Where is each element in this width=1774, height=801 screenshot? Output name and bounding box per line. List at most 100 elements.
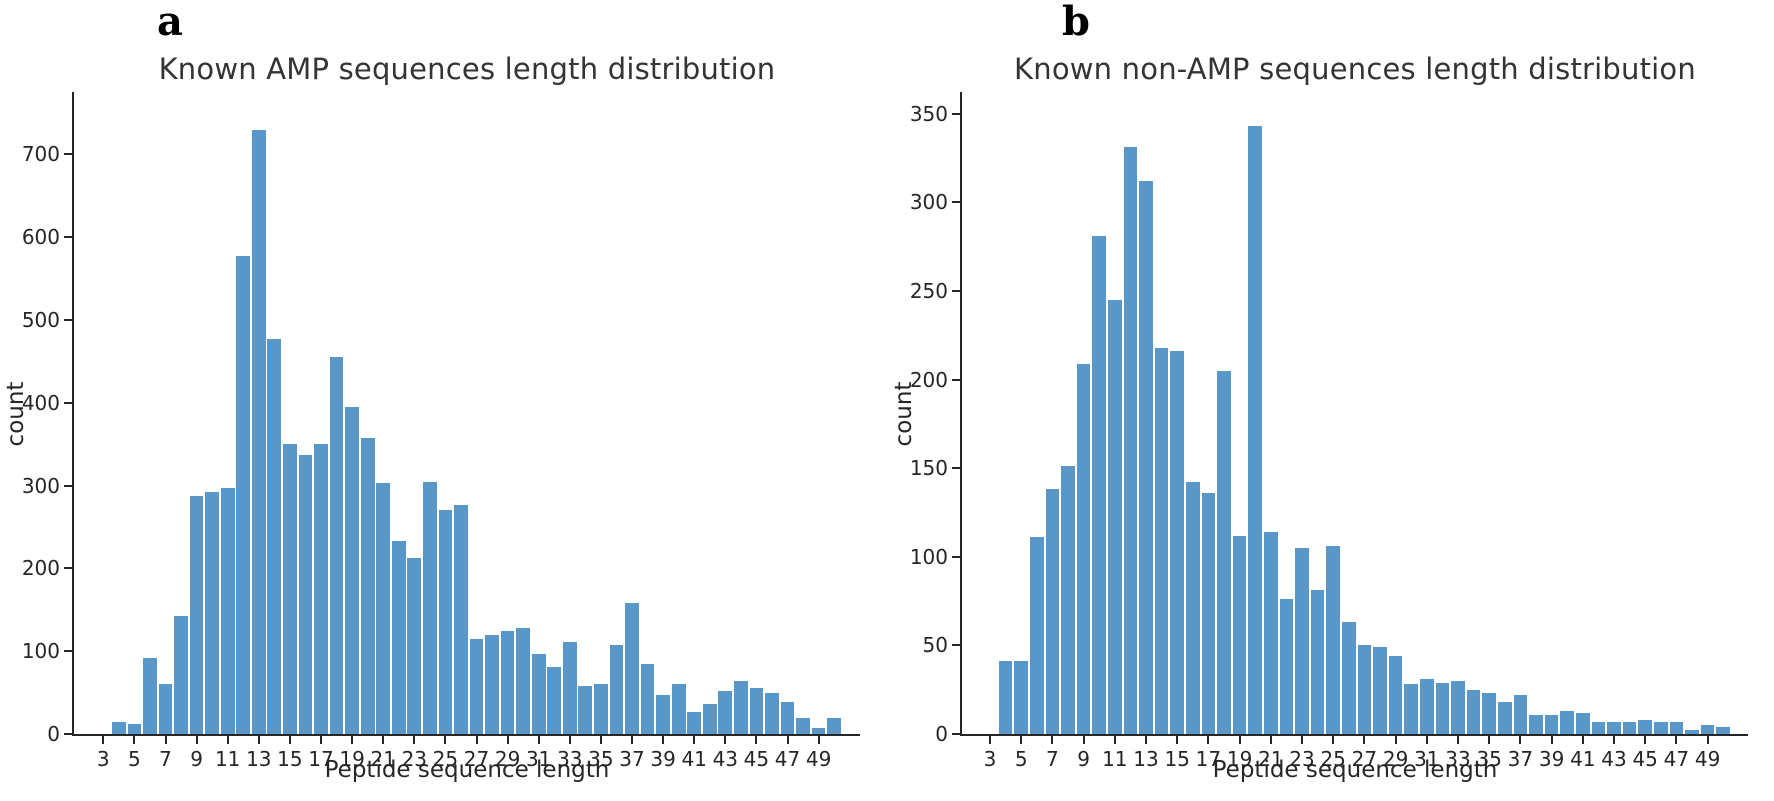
histogram-bar-len-25 <box>1326 546 1341 734</box>
x-tick-label: 33 <box>557 747 583 771</box>
y-tick-label: 50 <box>922 633 948 658</box>
y-tick-mark <box>64 319 72 321</box>
x-tick-mark <box>755 736 758 744</box>
chart-b-xlabel: Peptide sequence length <box>1212 757 1498 783</box>
chart-b-title: Known non-AMP sequences length distribut… <box>1014 52 1696 86</box>
x-tick-mark <box>133 736 136 744</box>
y-tick-mark <box>64 650 72 653</box>
x-tick-label: 7 <box>1046 747 1059 771</box>
y-tick-mark <box>64 484 72 487</box>
histogram-bar-len-11 <box>1107 299 1122 734</box>
x-tick-label: 37 <box>1507 747 1534 771</box>
y-tick-label: 150 <box>909 456 948 481</box>
histogram-bar-len-6 <box>1029 537 1044 734</box>
x-tick-mark <box>662 736 665 744</box>
histogram-bar-len-15 <box>1170 351 1185 734</box>
histogram-bar-len-19 <box>1232 535 1247 734</box>
x-tick-mark <box>786 736 789 744</box>
x-tick-label: 25 <box>1320 747 1346 771</box>
histogram-bar-len-27 <box>469 638 484 734</box>
x-tick-mark <box>475 736 478 744</box>
x-tick-label: 35 <box>1476 747 1502 771</box>
histogram-bar-len-45 <box>749 687 764 734</box>
x-tick-label: 27 <box>1351 747 1378 771</box>
y-tick-label: 0 <box>47 722 60 746</box>
y-tick-mark <box>952 644 960 647</box>
y-tick-mark <box>952 555 960 558</box>
y-tick-mark <box>64 236 72 239</box>
histogram-bar-len-48 <box>796 718 810 734</box>
x-tick-mark <box>320 736 322 744</box>
x-tick-mark <box>1301 736 1303 744</box>
histogram-bar-len-4 <box>998 661 1013 734</box>
y-tick-label: 350 <box>909 101 948 126</box>
x-axis-line <box>960 734 1748 736</box>
x-tick-label: 47 <box>774 747 801 771</box>
x-tick-label: 23 <box>1289 747 1315 771</box>
histogram-bar-len-31 <box>531 653 546 734</box>
histogram-bar-len-43 <box>1607 721 1621 734</box>
x-tick-mark <box>1644 736 1647 744</box>
x-tick-mark <box>1020 736 1023 744</box>
histogram-bar-len-14 <box>267 339 282 734</box>
x-tick-mark <box>1581 736 1584 744</box>
histogram-bar-len-5 <box>1014 661 1029 734</box>
x-tick-mark <box>288 736 291 744</box>
histogram-bar-len-40 <box>671 684 686 734</box>
histogram-bar-len-22 <box>391 541 406 734</box>
histogram-bar-len-5 <box>127 724 142 734</box>
histogram-bar-len-17 <box>1201 493 1216 734</box>
histogram-bar-len-37 <box>625 603 639 734</box>
y-tick-label: 100 <box>909 544 948 569</box>
histogram-bar-len-35 <box>594 684 608 734</box>
histogram-bar-len-21 <box>376 483 391 734</box>
x-tick-label: 43 <box>1601 747 1627 771</box>
x-tick-mark <box>631 736 633 744</box>
x-tick-mark <box>444 736 447 744</box>
x-tick-label: 45 <box>1632 747 1658 771</box>
histogram-bar-len-30 <box>516 628 531 734</box>
x-tick-mark <box>257 736 260 744</box>
x-tick-label: 19 <box>339 747 365 771</box>
y-tick-mark <box>952 378 960 381</box>
x-tick-mark <box>1269 736 1272 744</box>
y-tick-mark <box>64 733 72 735</box>
histogram-bar-len-48 <box>1685 730 1699 734</box>
histogram-bar-len-10 <box>1092 236 1107 734</box>
histogram-bar-len-23 <box>1295 547 1309 734</box>
x-tick-mark <box>1176 736 1179 744</box>
y-tick-mark <box>952 112 960 115</box>
x-tick-mark <box>195 736 198 744</box>
histogram-bar-len-16 <box>298 454 313 734</box>
histogram-bar-len-38 <box>640 663 655 734</box>
histogram-bar-len-31 <box>1419 679 1434 734</box>
y-tick-label: 700 <box>21 142 60 167</box>
histogram-bar-len-27 <box>1357 645 1372 734</box>
histogram-bar-len-42 <box>1591 721 1606 734</box>
histogram-bar-len-20 <box>360 437 375 734</box>
y-tick-label: 300 <box>21 473 60 498</box>
x-tick-mark <box>1082 736 1085 744</box>
histogram-bar-len-30 <box>1404 684 1419 734</box>
histogram-bar-len-12 <box>1123 147 1138 734</box>
x-tick-mark <box>1145 736 1147 744</box>
x-tick-label: 49 <box>805 747 832 771</box>
x-axis-line <box>72 734 860 736</box>
x-tick-mark <box>989 736 991 744</box>
x-tick-label: 9 <box>1077 747 1090 771</box>
y-tick-label: 200 <box>909 367 948 392</box>
x-tick-mark <box>1519 736 1522 744</box>
x-tick-label: 49 <box>1694 747 1721 771</box>
x-tick-mark <box>1550 736 1553 744</box>
x-tick-label: 33 <box>1445 747 1471 771</box>
y-tick-label: 600 <box>21 225 60 250</box>
x-tick-label: 41 <box>1570 747 1596 771</box>
x-tick-mark <box>1706 736 1709 744</box>
y-tick-mark <box>64 153 72 156</box>
x-tick-label: 23 <box>401 747 428 771</box>
histogram-bar-len-38 <box>1529 714 1543 734</box>
histogram-bar-len-25 <box>438 510 453 734</box>
histogram-bar-len-39 <box>656 695 670 734</box>
x-tick-mark <box>817 736 820 744</box>
histogram-bar-len-29 <box>500 630 515 734</box>
